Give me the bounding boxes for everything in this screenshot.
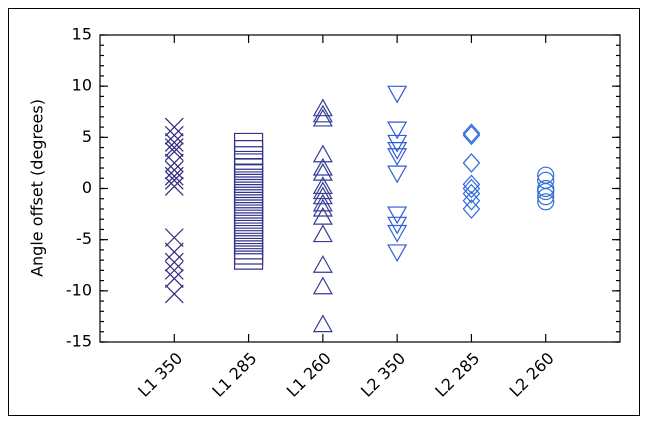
marker xyxy=(312,162,333,181)
marker xyxy=(164,133,184,152)
marker xyxy=(312,176,333,195)
y-tick-label: -15 xyxy=(66,332,92,351)
marker xyxy=(164,138,184,157)
marker xyxy=(462,178,481,199)
frame xyxy=(8,8,640,416)
marker xyxy=(387,244,408,263)
y-tick-label: 0 xyxy=(82,178,92,197)
marker xyxy=(462,125,481,146)
x-tick-label: L2 285 xyxy=(431,349,483,401)
marker xyxy=(312,186,333,205)
marker xyxy=(387,206,408,225)
marker xyxy=(462,174,481,195)
marker xyxy=(164,242,184,262)
marker xyxy=(387,142,408,160)
marker xyxy=(164,252,184,272)
x-tick-label: L1 260 xyxy=(283,349,335,401)
marker xyxy=(233,146,264,166)
y-tick-label: 15 xyxy=(72,25,92,44)
y-tick-label: 10 xyxy=(72,76,92,95)
marker xyxy=(233,132,264,153)
marker xyxy=(462,183,481,204)
marker xyxy=(164,170,184,190)
marker xyxy=(164,142,184,162)
plot-area xyxy=(99,34,621,343)
marker xyxy=(164,117,184,137)
marker xyxy=(537,171,555,189)
x-tick-label: L2 260 xyxy=(506,349,558,401)
marker xyxy=(312,198,333,217)
marker xyxy=(164,166,184,186)
marker xyxy=(387,121,408,140)
x-tick-label: L1 285 xyxy=(208,349,260,401)
marker xyxy=(312,157,333,176)
marker xyxy=(164,284,184,304)
marker xyxy=(462,199,481,219)
marker xyxy=(233,140,264,160)
marker xyxy=(164,160,184,180)
y-tick-label: 5 xyxy=(82,127,92,146)
marker xyxy=(312,104,333,123)
marker xyxy=(312,224,333,243)
marker xyxy=(312,255,333,273)
marker xyxy=(312,108,333,127)
marker xyxy=(387,85,408,104)
marker xyxy=(387,165,408,184)
marker xyxy=(312,193,333,212)
marker xyxy=(164,153,184,173)
marker xyxy=(462,153,481,173)
marker xyxy=(537,193,555,211)
marker xyxy=(537,183,555,201)
marker xyxy=(164,228,184,248)
y-tick-label: -5 xyxy=(76,229,92,248)
marker xyxy=(312,206,333,225)
marker xyxy=(387,224,408,243)
marker xyxy=(312,314,333,333)
marker xyxy=(462,123,481,144)
y-tick-label: -10 xyxy=(66,280,92,299)
marker xyxy=(164,260,184,280)
marker xyxy=(233,250,264,270)
x-tick-label: L1 350 xyxy=(134,349,186,401)
marker xyxy=(312,181,333,200)
marker xyxy=(164,177,184,196)
marker xyxy=(312,144,333,163)
marker xyxy=(387,148,408,166)
marker xyxy=(164,269,184,288)
marker xyxy=(537,188,555,206)
marker xyxy=(387,134,408,153)
marker xyxy=(462,190,481,211)
marker xyxy=(312,276,333,295)
y-axis-label: Angle offset (degrees) xyxy=(28,99,47,277)
marker xyxy=(312,98,333,117)
x-tick-label: L2 350 xyxy=(357,349,409,401)
